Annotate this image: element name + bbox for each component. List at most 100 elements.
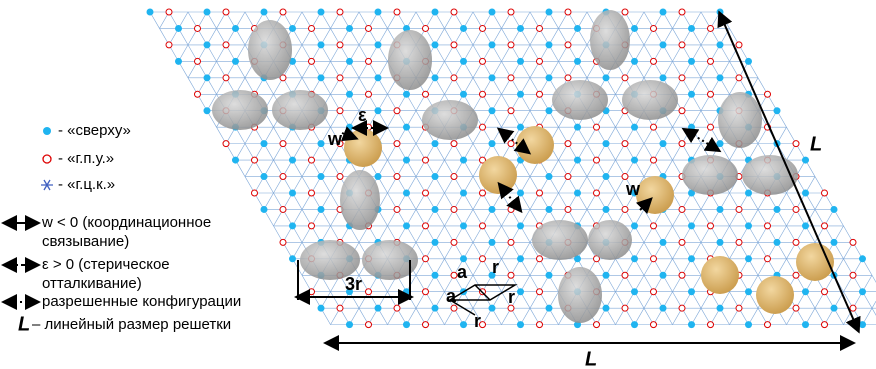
lattice-line	[872, 292, 876, 308]
hcp-site	[708, 322, 714, 328]
top-site	[403, 124, 410, 131]
top-site	[460, 91, 467, 98]
top-site	[460, 157, 467, 164]
hcp-site	[280, 206, 286, 212]
top-site	[517, 288, 524, 295]
top-site	[660, 41, 667, 48]
top-site	[175, 25, 182, 32]
hcp-site	[394, 108, 400, 114]
hcp-site	[337, 42, 343, 48]
top-site	[318, 173, 325, 180]
top-site	[232, 25, 239, 32]
top-site	[631, 321, 638, 328]
top-site	[432, 9, 439, 16]
top-site	[831, 206, 838, 213]
top-site	[489, 9, 496, 16]
top-site	[460, 222, 467, 229]
top-site	[717, 206, 724, 213]
hcp-site	[765, 322, 771, 328]
top-site	[175, 58, 182, 65]
top-site	[375, 9, 382, 16]
hcp-site	[309, 25, 315, 31]
top-site	[204, 107, 211, 114]
top-site	[802, 157, 809, 164]
hcp-site	[309, 157, 315, 163]
top-site	[375, 305, 382, 312]
hcp-site	[337, 75, 343, 81]
top-site	[489, 305, 496, 312]
top-site	[859, 255, 866, 262]
hcp-site	[223, 42, 229, 48]
hcp-site	[708, 223, 714, 229]
hcp-site	[394, 9, 400, 15]
top-site	[517, 255, 524, 262]
figure: - «сверху» - «г.п.у.» - «г.ц.к.» w < 0 (…	[0, 0, 876, 369]
top-site	[403, 321, 410, 328]
hcp-site	[679, 108, 685, 114]
top-site	[432, 305, 439, 312]
hcp-site	[736, 239, 742, 245]
distance-label: 3r	[345, 274, 362, 294]
top-site	[546, 305, 553, 312]
hcp-site	[622, 272, 628, 278]
top-site	[546, 206, 553, 213]
legend-label: ε > 0 (стерическое	[42, 256, 170, 273]
hcp-site	[280, 174, 286, 180]
top-site	[432, 140, 439, 147]
top-site	[774, 239, 781, 246]
top-site	[403, 157, 410, 164]
top-site	[660, 305, 667, 312]
top-site	[232, 157, 239, 164]
hcp-site	[309, 223, 315, 229]
top-site	[432, 272, 439, 279]
top-site	[745, 189, 752, 196]
hcp-site	[793, 305, 799, 311]
top-site	[603, 140, 610, 147]
hcp-site	[850, 239, 856, 245]
top-site	[631, 58, 638, 65]
hcp-site	[679, 9, 685, 15]
hcp-site	[423, 289, 429, 295]
hcp-site	[480, 58, 486, 64]
dimension-label: L	[810, 133, 822, 155]
hcp-site	[423, 157, 429, 163]
legend-label: w < 0 (координационное	[41, 214, 211, 231]
hcp-site	[223, 75, 229, 81]
hcp-site	[309, 289, 315, 295]
hcp-site	[166, 42, 172, 48]
top-site	[318, 140, 325, 147]
top-site	[546, 9, 553, 16]
hcp-site	[736, 42, 742, 48]
hcp-site	[480, 190, 486, 196]
top-site	[318, 41, 325, 48]
top-site	[603, 206, 610, 213]
top-site	[831, 239, 838, 246]
hcp-site	[594, 124, 600, 130]
top-site	[460, 321, 467, 328]
hcp-site	[451, 305, 457, 311]
legend-label: связывание)	[42, 233, 129, 250]
distance-label: r	[474, 311, 481, 331]
hcp-site	[423, 91, 429, 97]
hcp-site	[337, 174, 343, 180]
hcp-site	[508, 42, 514, 48]
top-site	[375, 41, 382, 48]
hcp-site	[822, 289, 828, 295]
top-site	[204, 9, 211, 16]
hcp-site	[394, 141, 400, 147]
hcp-site	[850, 305, 856, 311]
top-site	[688, 25, 695, 32]
energy-label: w	[625, 179, 641, 199]
top-site	[460, 25, 467, 32]
hcp-site	[508, 141, 514, 147]
top-site	[489, 239, 496, 246]
hcp-site	[394, 174, 400, 180]
top-site	[660, 272, 667, 279]
hcp-site	[679, 206, 685, 212]
top-site	[660, 9, 667, 16]
top-site	[261, 173, 268, 180]
hcp-site	[480, 124, 486, 130]
top-site	[517, 25, 524, 32]
legend-symbol: L	[18, 313, 30, 335]
hcp-site	[195, 91, 201, 97]
